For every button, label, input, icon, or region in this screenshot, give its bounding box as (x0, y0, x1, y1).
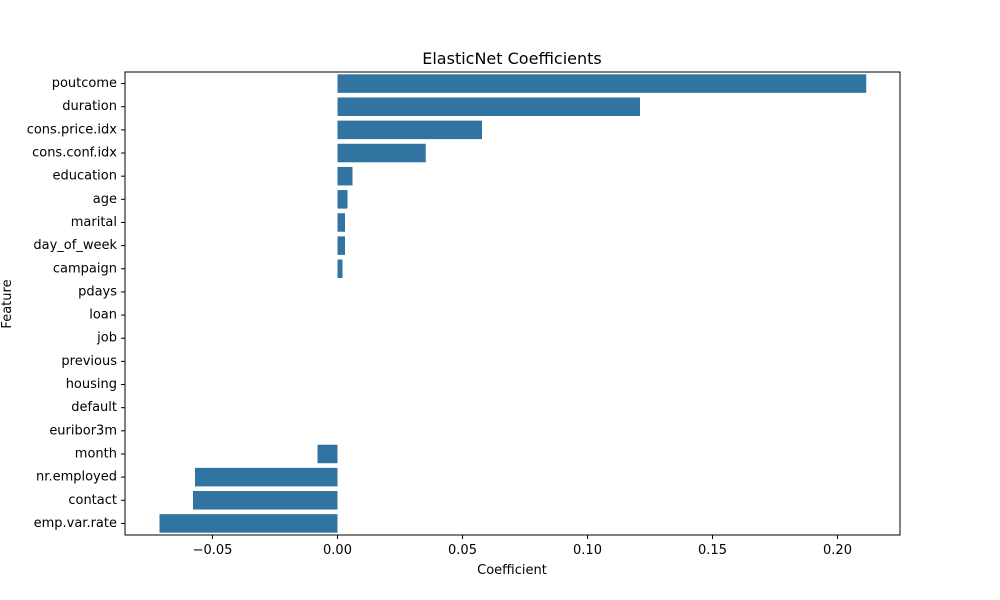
x-tick-label: 0.20 (823, 543, 852, 558)
y-tick-label: previous (61, 354, 117, 369)
y-tick-label: contact (68, 493, 117, 508)
bar-poutcome (337, 74, 867, 93)
y-tick-label: pdays (78, 284, 117, 299)
x-axis-label: Coefficient (477, 563, 547, 578)
bar-contact (193, 491, 338, 510)
y-tick-label: housing (66, 377, 117, 392)
y-tick-label: job (96, 331, 117, 346)
y-tick-label: education (52, 169, 117, 184)
bar-month (317, 444, 338, 464)
bar-campaign (337, 259, 343, 279)
y-tick-label: age (93, 192, 117, 207)
y-tick-label: month (75, 446, 117, 461)
y-axis-ticks: poutcome duration cons.price.idx cons.conf.… (27, 76, 125, 531)
x-tick-label: 0.10 (573, 543, 602, 558)
y-axis-label: Feature (0, 279, 15, 328)
bar-cons-conf-idx (337, 143, 426, 163)
y-tick-label: cons.conf.idx (32, 146, 117, 161)
bar-day-of-week (337, 236, 345, 255)
x-axis-ticks: −0.05 0.00 0.05 0.10 0.15 0.20 (193, 535, 852, 558)
y-tick-label: default (71, 400, 117, 415)
y-tick-label: duration (62, 99, 117, 114)
y-tick-label: euribor3m (49, 423, 117, 438)
y-tick-label: cons.price.idx (27, 122, 118, 137)
bar-duration (337, 97, 640, 116)
y-tick-label: marital (71, 215, 117, 230)
chart-title: ElasticNet Coefficients (422, 49, 602, 68)
bar-age (337, 190, 348, 209)
bar-nr-employed (195, 467, 338, 487)
x-tick-label: 0.05 (448, 543, 477, 558)
bar-education (337, 166, 353, 186)
y-tick-label: emp.var.rate (34, 516, 117, 531)
y-tick-label: day_of_week (33, 238, 117, 253)
y-tick-label: nr.employed (36, 470, 117, 485)
bar-cons-price-idx (337, 120, 482, 140)
plot-frame (124, 71, 901, 536)
x-tick-label: −0.05 (193, 543, 233, 558)
bar-marital (337, 213, 345, 232)
x-tick-label: 0.15 (698, 543, 727, 558)
bars-group (159, 74, 867, 533)
x-tick-label: 0.00 (323, 543, 352, 558)
y-tick-label: campaign (53, 261, 117, 276)
y-tick-label: loan (89, 308, 117, 323)
y-tick-label: poutcome (52, 76, 117, 91)
bar-emp-var-rate (159, 514, 338, 533)
